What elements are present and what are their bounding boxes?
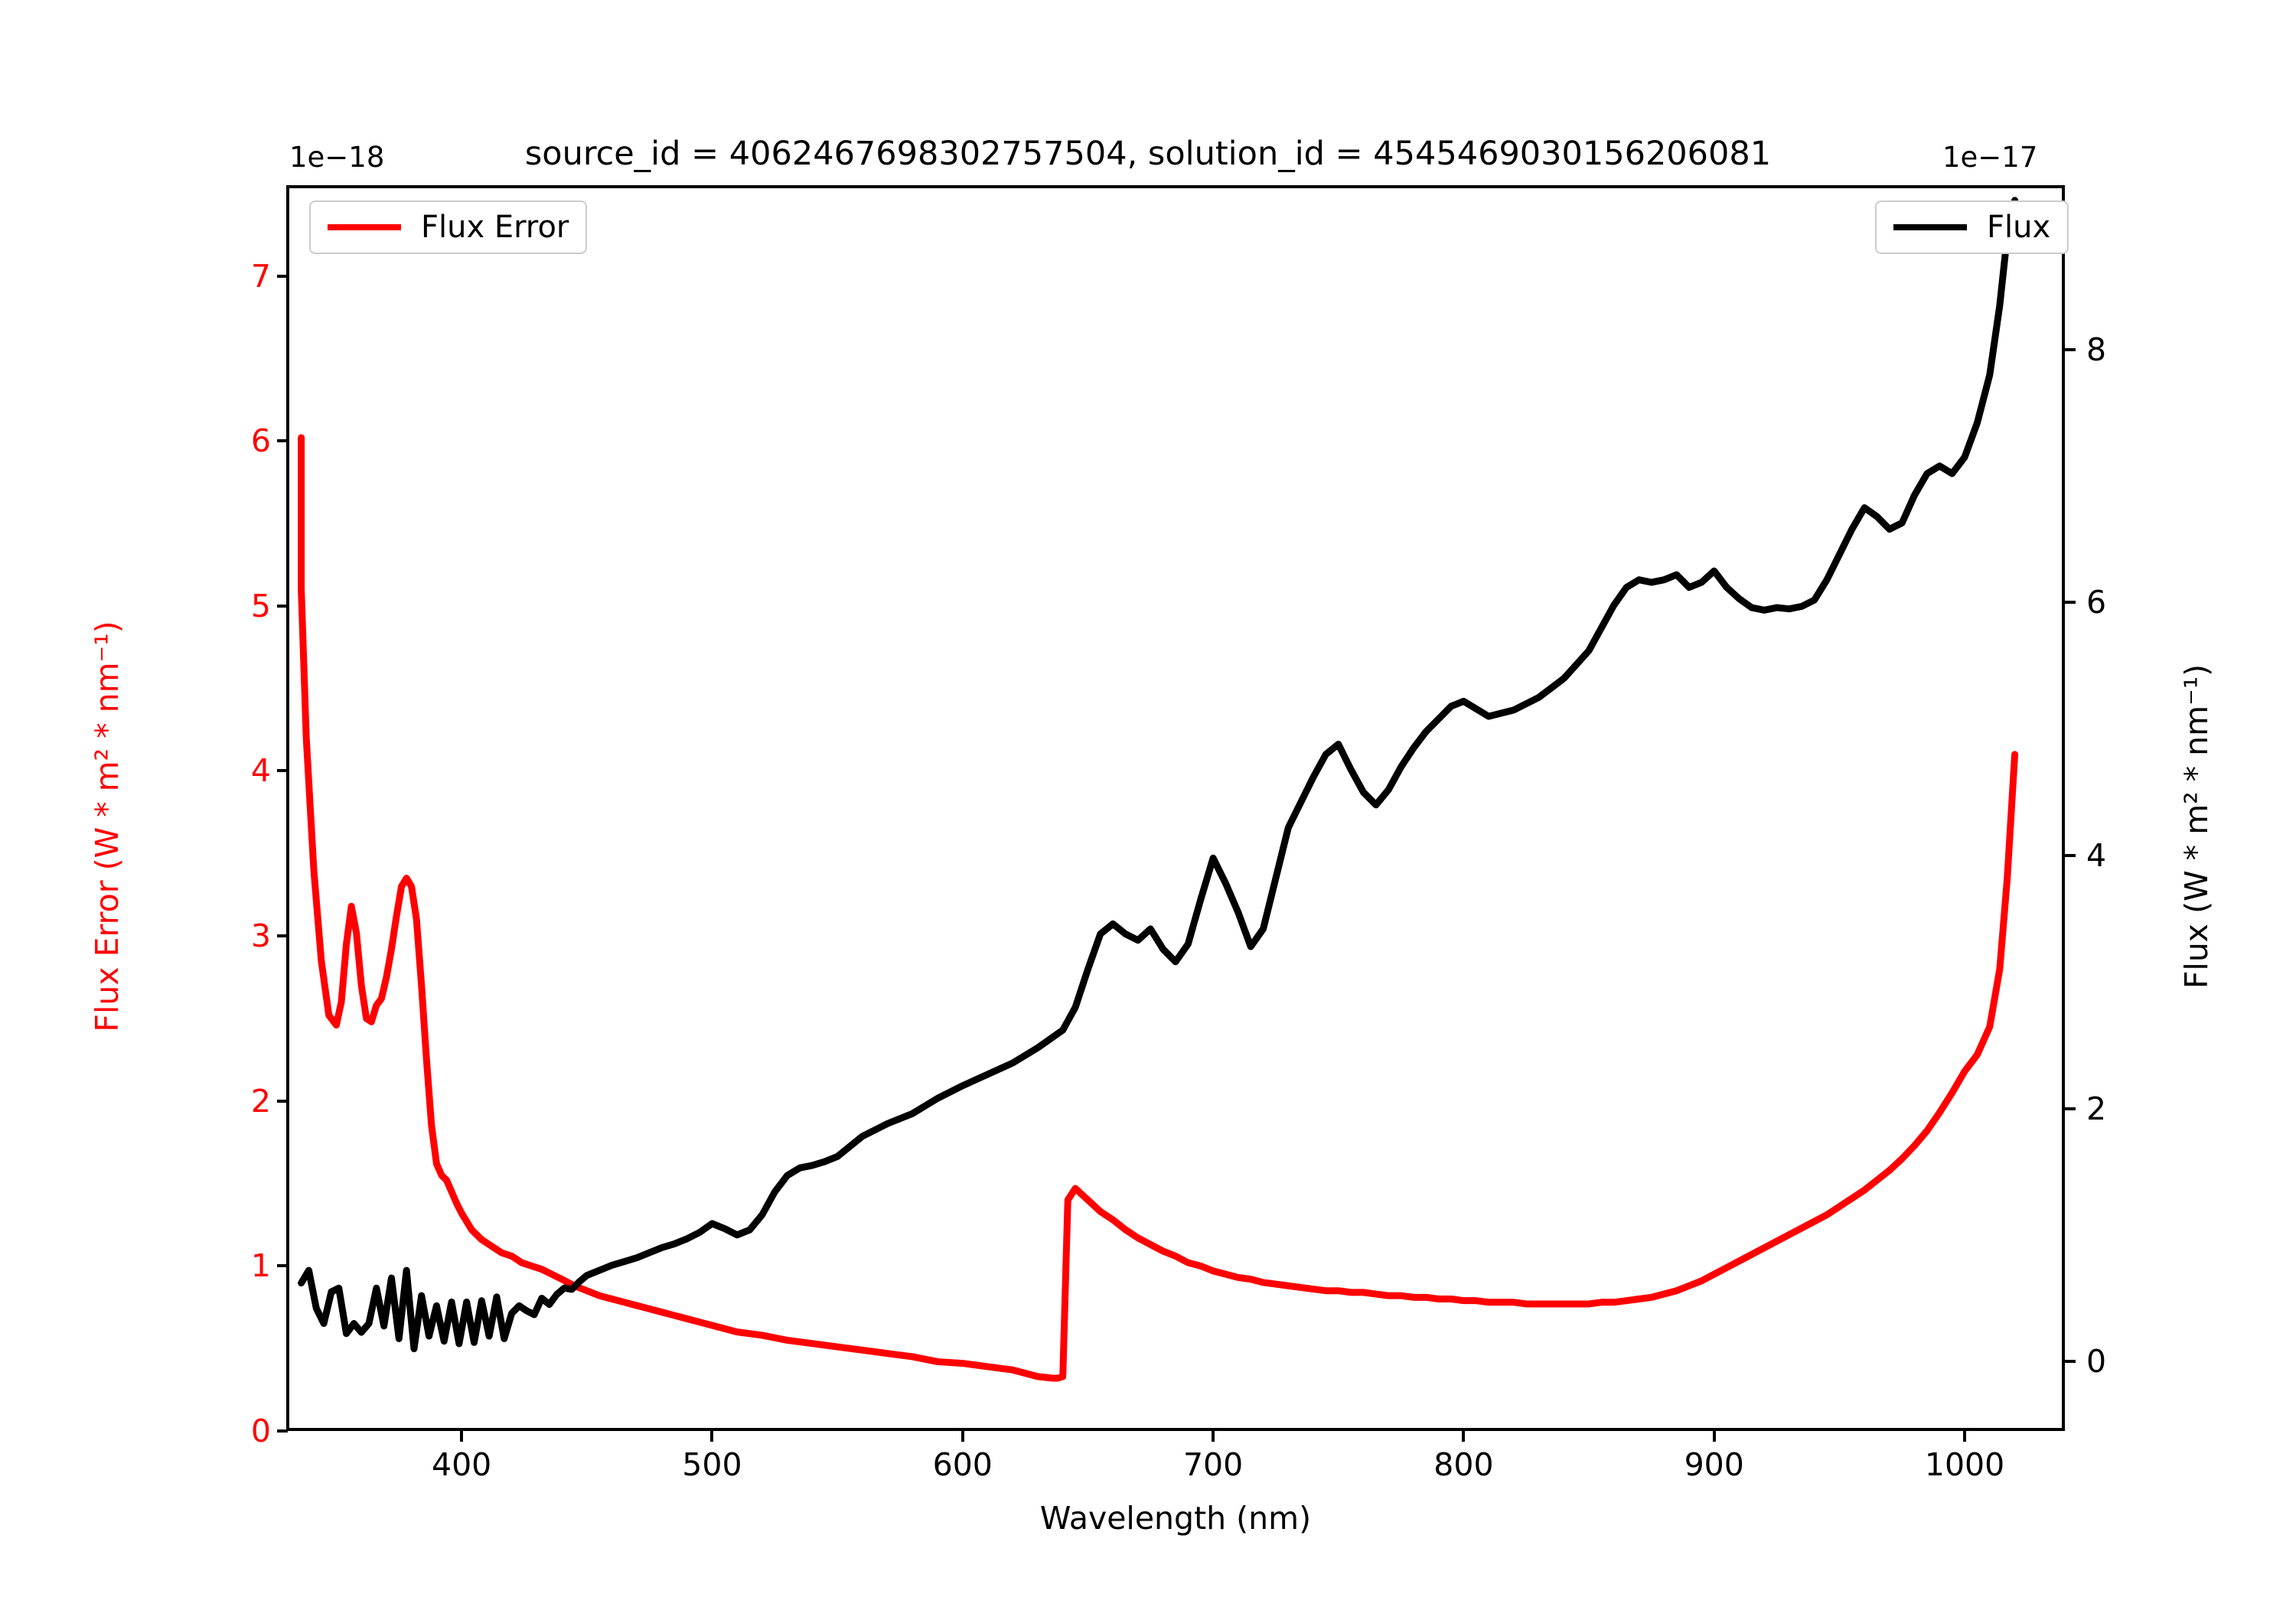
y-tick-label-right-1: 2 <box>2086 1090 2107 1127</box>
x-tick-mark-3 <box>1212 1431 1215 1442</box>
left-axis-offset-text: 1e−18 <box>289 141 385 174</box>
x-tick-mark-6 <box>1963 1431 1967 1442</box>
right-axis-label: Flux (W * m² * nm⁻¹) <box>2178 663 2215 989</box>
left-axis-label: Flux Error (W * m² * nm⁻¹) <box>89 621 126 1032</box>
y-tick-label-left-6: 6 <box>250 422 271 460</box>
x-tick-label-4: 800 <box>1433 1446 1494 1483</box>
plot-title: source_id = 4062467698302757504, solutio… <box>524 135 1772 173</box>
x-tick-mark-2 <box>960 1431 964 1442</box>
flux-error-series <box>298 434 2019 1382</box>
y-tick-label-left-7: 7 <box>250 257 271 295</box>
y-tick-label-right-3: 6 <box>2086 584 2107 621</box>
plot-axes-frame <box>286 185 2065 1431</box>
y-tick-label-right-0: 0 <box>2086 1343 2107 1380</box>
y-tick-mark-right-3 <box>2065 601 2076 605</box>
y-tick-label-left-0: 0 <box>250 1413 271 1449</box>
x-tick-label-3: 700 <box>1182 1446 1244 1483</box>
y-tick-mark-right-1 <box>2065 1107 2076 1110</box>
plot-area <box>298 197 2019 1382</box>
y-tick-label-left-3: 3 <box>250 918 271 955</box>
legend-label-flux: Flux <box>1987 210 2051 245</box>
legend-label-flux-error: Flux Error <box>421 210 569 245</box>
y-tick-mark-left-7 <box>277 274 288 278</box>
y-tick-label-left-2: 2 <box>250 1082 271 1120</box>
legend-swatch-flux <box>1893 224 1967 230</box>
legend-flux-error[interactable]: Flux Error <box>309 200 588 254</box>
y-tick-mark-left-3 <box>277 934 288 938</box>
y-tick-mark-left-4 <box>277 769 288 773</box>
y-tick-label-right-2: 4 <box>2086 836 2107 874</box>
y-tick-mark-left-1 <box>277 1264 288 1268</box>
y-tick-mark-right-0 <box>2065 1360 2076 1364</box>
flux-series <box>298 197 2019 1353</box>
x-tick-mark-5 <box>1712 1431 1716 1442</box>
y-tick-mark-left-2 <box>277 1099 288 1103</box>
right-axis-offset-text: 1e−17 <box>1942 141 2038 174</box>
x-tick-label-2: 600 <box>932 1446 993 1483</box>
legend-flux[interactable]: Flux <box>1875 200 2069 254</box>
y-tick-mark-right-2 <box>2065 853 2076 857</box>
x-tick-mark-0 <box>460 1431 464 1442</box>
y-tick-mark-right-4 <box>2065 347 2076 351</box>
y-tick-mark-left-0 <box>277 1429 288 1433</box>
y-tick-label-right-4: 8 <box>2086 331 2107 368</box>
y-tick-label-left-4: 4 <box>250 752 271 790</box>
x-tick-label-6: 1000 <box>1924 1446 2005 1483</box>
x-tick-mark-1 <box>710 1431 714 1442</box>
y-tick-label-left-1: 1 <box>250 1247 271 1285</box>
x-tick-label-0: 400 <box>431 1446 492 1483</box>
x-tick-mark-4 <box>1462 1431 1466 1442</box>
x-tick-label-1: 500 <box>682 1446 742 1483</box>
y-tick-mark-left-5 <box>277 604 288 608</box>
x-tick-label-5: 900 <box>1684 1446 1744 1483</box>
legend-swatch-flux-error <box>328 224 401 230</box>
y-tick-label-left-5: 5 <box>250 587 271 624</box>
y-tick-mark-left-6 <box>277 439 288 443</box>
x-axis-label: Wavelength (nm) <box>1039 1500 1312 1537</box>
